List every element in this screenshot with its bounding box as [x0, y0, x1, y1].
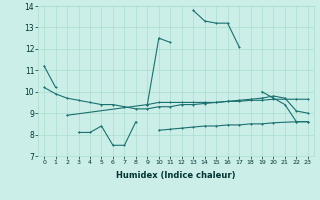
X-axis label: Humidex (Indice chaleur): Humidex (Indice chaleur): [116, 171, 236, 180]
